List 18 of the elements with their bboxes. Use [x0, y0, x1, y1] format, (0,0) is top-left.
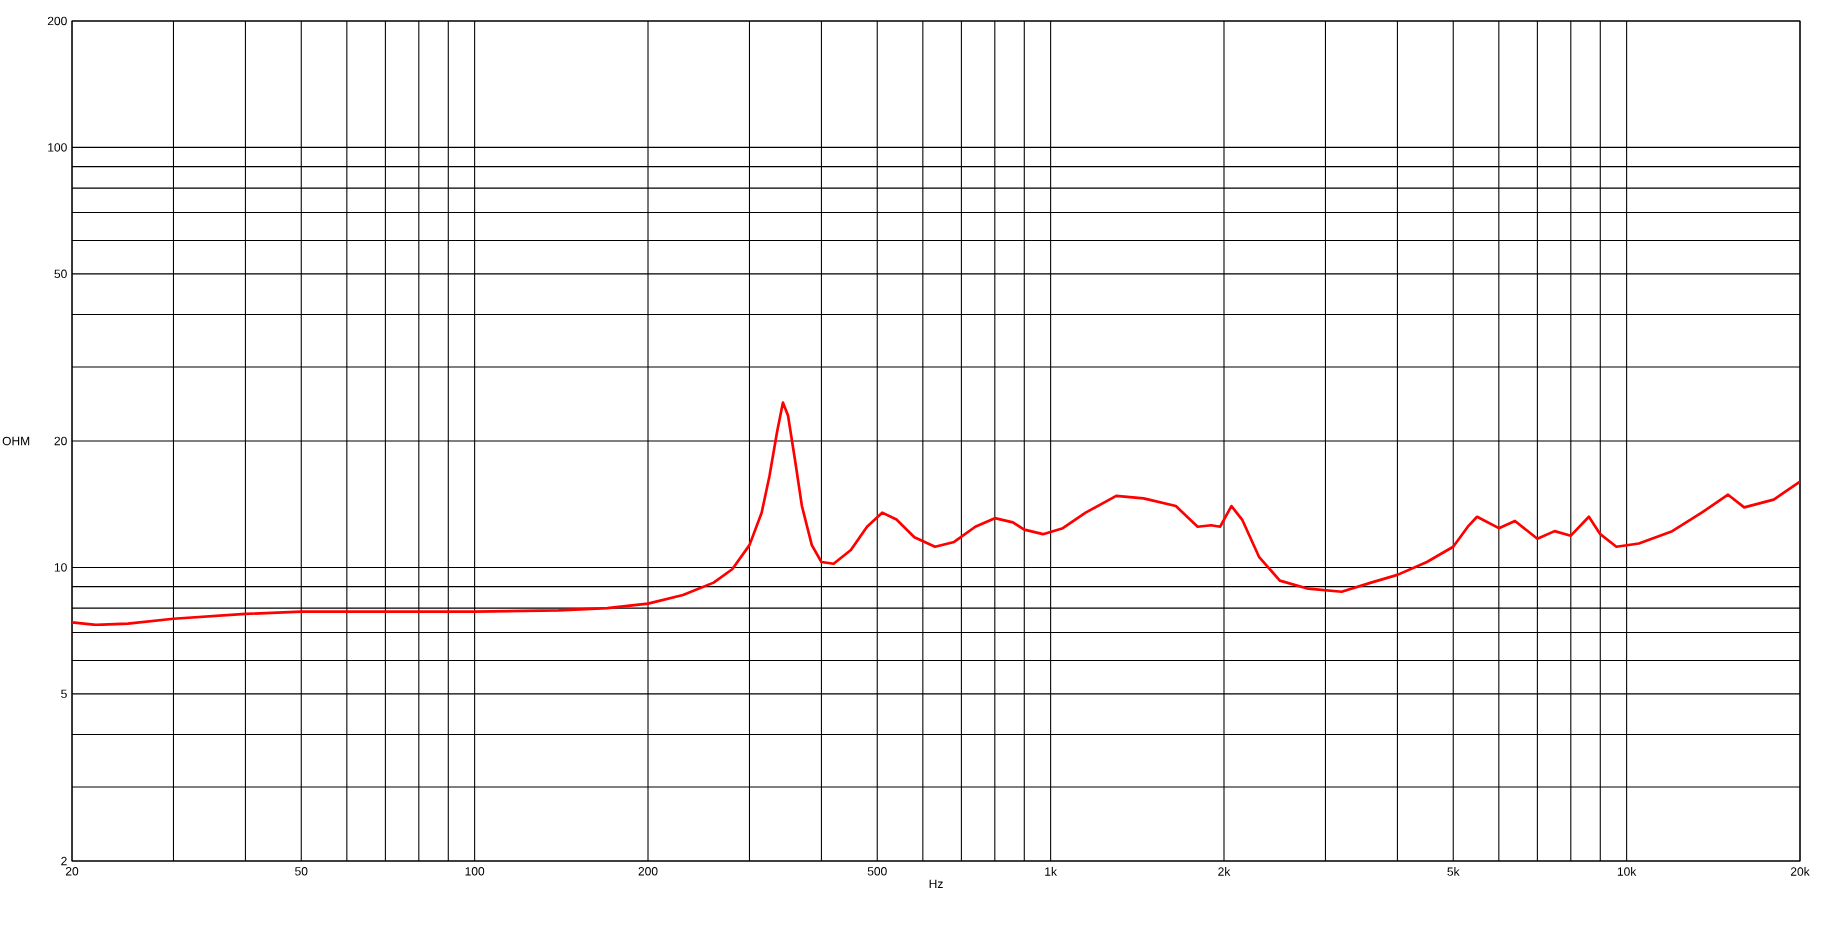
- x-tick-label: 100: [465, 867, 485, 876]
- x-tick-label: 1k: [1045, 867, 1057, 876]
- x-tick-label: 2k: [1218, 867, 1231, 876]
- y-axis-title: OHM: [2, 436, 30, 446]
- y-tick-label: 50: [54, 269, 67, 279]
- x-tick-label: 5k: [1447, 867, 1460, 876]
- x-tick-label: 10k: [1617, 867, 1637, 876]
- y-tick-label: 10: [54, 563, 67, 572]
- y-tick-label: 200: [47, 16, 67, 26]
- x-tick-label: 50: [295, 867, 308, 876]
- y-tick-label: 2: [61, 856, 67, 866]
- y-tick-label: 100: [48, 143, 67, 152]
- y-tick-label: 5: [61, 689, 67, 699]
- x-tick-label: 20k: [1790, 867, 1810, 876]
- x-tick-label: 500: [867, 867, 887, 876]
- x-tick-label: 200: [638, 867, 658, 876]
- x-axis-title: Hz: [929, 879, 943, 888]
- y-tick-label: 20: [54, 436, 67, 446]
